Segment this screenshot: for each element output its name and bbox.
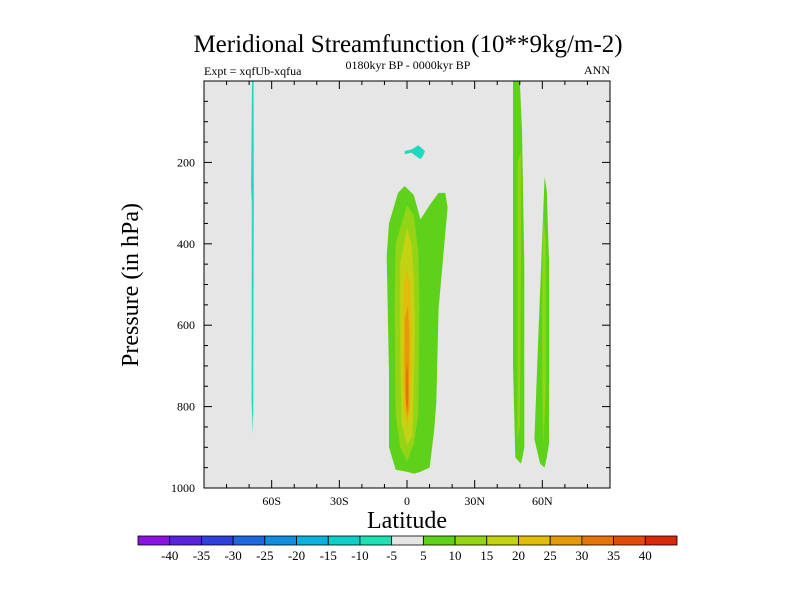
x-tick-label: 30N [464, 494, 485, 508]
x-tick-label: 60N [532, 494, 553, 508]
colorbar-box [422, 535, 456, 546]
colorbar-label: -35 [193, 548, 210, 563]
colorbar-label: -30 [224, 548, 241, 563]
colorbar-label: 20 [512, 548, 525, 563]
colorbar-box [359, 535, 393, 546]
plot-frame [203, 80, 611, 489]
x-axis: 60S 30S 0 30N 60N [226, 81, 588, 508]
y-tick-label: 200 [177, 155, 195, 169]
colorbar-label: 15 [480, 548, 493, 563]
colorbar-box [391, 535, 424, 546]
x-axis-label: Latitude [367, 508, 447, 534]
colorbar-box [644, 535, 678, 546]
y-tick-label: 1000 [171, 481, 195, 495]
y-tick-label: 400 [177, 237, 195, 251]
colorbar-box [454, 535, 488, 546]
contour-midlat-cell-b-10 [542, 215, 546, 446]
colorbar-box [232, 535, 266, 546]
colorbar-label: 30 [575, 548, 588, 563]
colorbar-label: 35 [607, 548, 620, 563]
colorbar-box [201, 535, 234, 546]
contour-southern-negative-cell [251, 81, 254, 436]
right-string: ANN [584, 63, 610, 77]
colorbar-label: -10 [351, 548, 368, 563]
y-tick-label: 600 [177, 318, 195, 332]
contour-upper-tropical-negative-patch [404, 145, 425, 160]
colorbar-box [137, 535, 171, 546]
colorbar-box [613, 535, 646, 546]
colorbar-box [581, 535, 614, 546]
colorbar-box [327, 535, 361, 546]
chart-subtitle: 0180kyr BP - 0000kyr BP [346, 58, 471, 72]
colorbar-label: -15 [320, 548, 337, 563]
colorbar-box [264, 535, 297, 546]
colorbar-label: 25 [544, 548, 557, 563]
left-string: Expt = xqfUb-xqfua [204, 64, 302, 78]
x-tick-label: 30S [330, 494, 349, 508]
y-axis-label: Pressure (in hPa) [118, 203, 144, 367]
colorbar-box [169, 535, 202, 546]
colorbar-box [486, 535, 519, 546]
y-tick-label: 800 [177, 400, 195, 414]
chart-title: Meridional Streamfunction (10**9kg/m-2) [193, 31, 622, 58]
colorbar-box [518, 535, 551, 546]
contour-fills [251, 81, 550, 474]
colorbar: -40 -35 -30 -25 -20 -15 -10 -5 5 10 15 20 25 30 35 40 [137, 535, 678, 563]
colorbar-label: -40 [161, 548, 178, 563]
colorbar-label: -5 [386, 548, 397, 563]
colorbar-label: -25 [256, 548, 273, 563]
colorbar-box [296, 535, 329, 546]
contour-midlat-cell-a-10 [517, 152, 521, 440]
x-tick-label: 60S [262, 494, 281, 508]
colorbar-label: 5 [420, 548, 427, 563]
colorbar-label: 40 [639, 548, 652, 563]
x-tick-label: 0 [404, 494, 410, 508]
colorbar-label: -20 [288, 548, 305, 563]
y-axis: 200 400 600 800 1000 [171, 100, 610, 495]
colorbar-box [549, 535, 583, 546]
colorbar-label: 10 [449, 548, 462, 563]
contour-tropical-cell-30 [405, 361, 409, 411]
